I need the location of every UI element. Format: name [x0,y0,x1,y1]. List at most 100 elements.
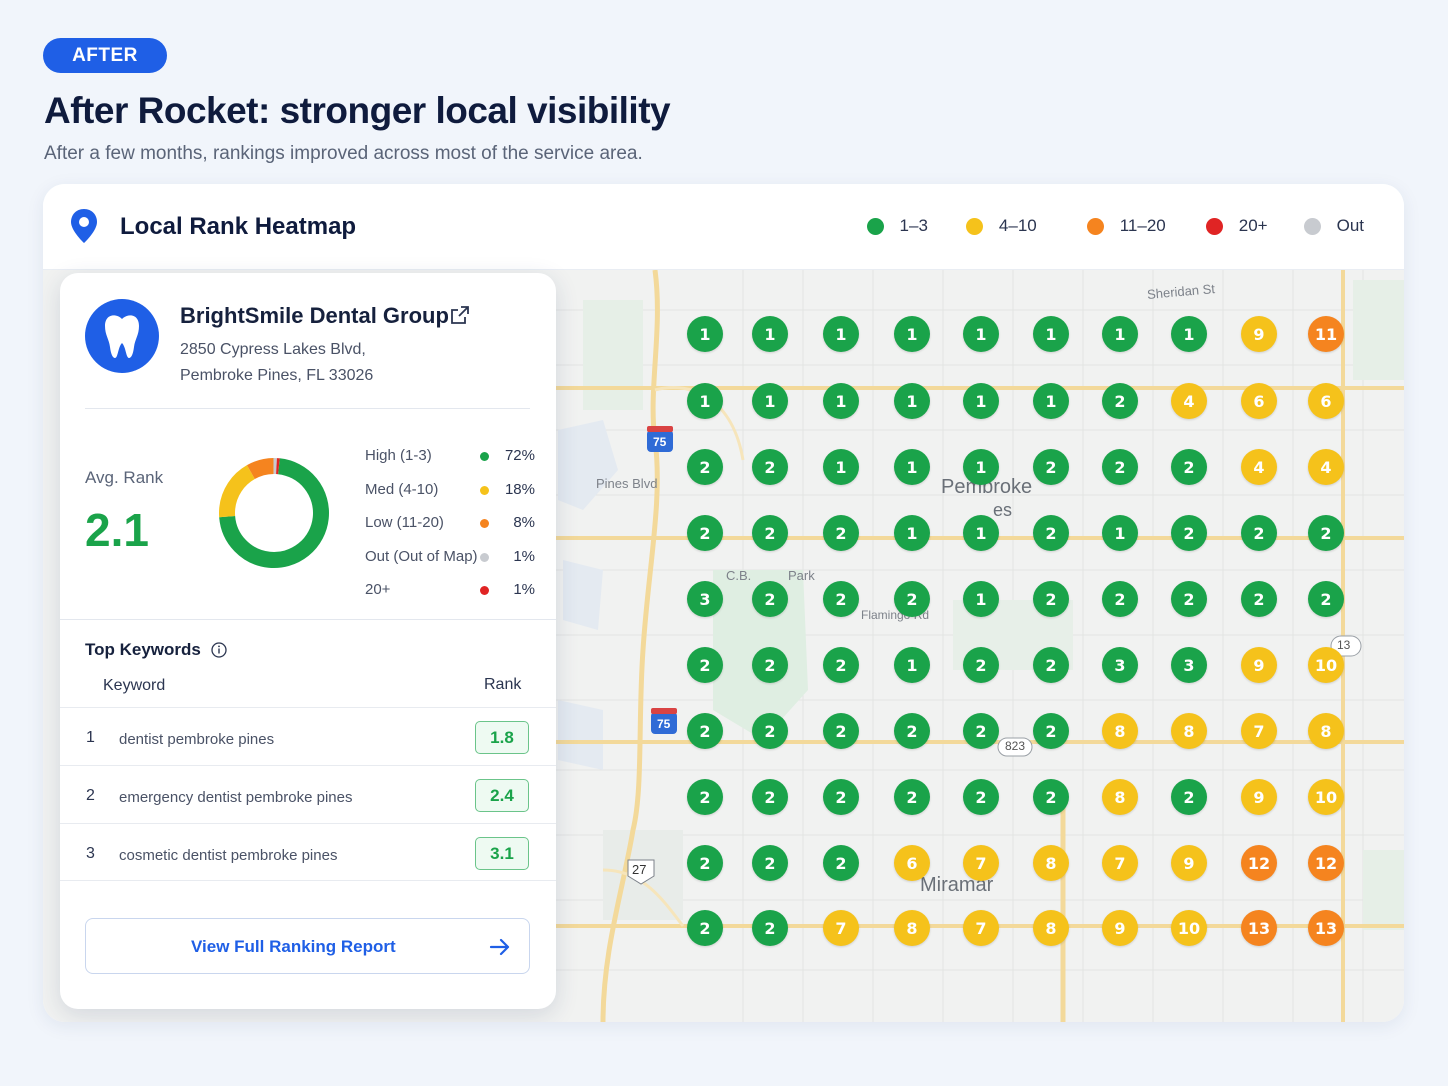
rank-marker[interactable]: 2 [687,515,723,551]
rank-marker[interactable]: 9 [1171,845,1207,881]
rank-marker[interactable]: 2 [894,779,930,815]
rank-marker[interactable]: 2 [752,581,788,617]
rank-marker[interactable]: 12 [1308,845,1344,881]
rank-marker[interactable]: 2 [687,449,723,485]
rank-marker[interactable]: 7 [963,845,999,881]
rank-marker[interactable]: 1 [963,316,999,352]
rank-marker[interactable]: 1 [894,647,930,683]
rank-marker[interactable]: 2 [963,647,999,683]
rank-marker[interactable]: 7 [1102,845,1138,881]
rank-marker[interactable]: 3 [687,581,723,617]
rank-marker[interactable]: 1 [1033,316,1069,352]
rank-marker[interactable]: 2 [1033,779,1069,815]
rank-marker[interactable]: 1 [1033,383,1069,419]
rank-marker[interactable]: 6 [894,845,930,881]
rank-marker[interactable]: 2 [687,713,723,749]
rank-marker[interactable]: 2 [1171,779,1207,815]
rank-marker[interactable]: 2 [1171,581,1207,617]
rank-marker[interactable]: 2 [1171,449,1207,485]
rank-marker[interactable]: 12 [1241,845,1277,881]
rank-marker[interactable]: 8 [1171,713,1207,749]
rank-marker[interactable]: 3 [1171,647,1207,683]
keyword-row[interactable]: 2 emergency dentist pembroke pines 2.4 [60,765,556,823]
rank-marker[interactable]: 4 [1171,383,1207,419]
rank-marker[interactable]: 2 [1102,581,1138,617]
view-full-report-button[interactable]: View Full Ranking Report [85,918,530,974]
rank-marker[interactable]: 8 [1308,713,1344,749]
rank-marker[interactable]: 7 [823,910,859,946]
rank-marker[interactable]: 4 [1241,449,1277,485]
rank-marker[interactable]: 9 [1241,647,1277,683]
rank-marker[interactable]: 2 [1308,515,1344,551]
rank-marker[interactable]: 8 [1102,779,1138,815]
rank-marker[interactable]: 2 [1102,383,1138,419]
rank-marker[interactable]: 2 [1171,515,1207,551]
rank-marker[interactable]: 9 [1102,910,1138,946]
keyword-row[interactable]: 3 cosmetic dentist pembroke pines 3.1 [60,823,556,881]
rank-marker[interactable]: 13 [1308,910,1344,946]
rank-marker[interactable]: 2 [823,515,859,551]
rank-marker[interactable]: 1 [823,383,859,419]
rank-marker[interactable]: 2 [823,845,859,881]
rank-marker[interactable]: 2 [1241,515,1277,551]
rank-marker[interactable]: 10 [1308,647,1344,683]
rank-marker[interactable]: 7 [1241,713,1277,749]
rank-marker[interactable]: 1 [1102,515,1138,551]
rank-marker[interactable]: 13 [1241,910,1277,946]
rank-marker[interactable]: 3 [1102,647,1138,683]
rank-marker[interactable]: 1 [687,316,723,352]
rank-marker[interactable]: 2 [894,581,930,617]
rank-marker[interactable]: 2 [752,515,788,551]
rank-marker[interactable]: 1 [1171,316,1207,352]
rank-marker[interactable]: 2 [687,910,723,946]
rank-marker[interactable]: 1 [894,383,930,419]
rank-marker[interactable]: 10 [1171,910,1207,946]
rank-marker[interactable]: 1 [963,581,999,617]
rank-marker[interactable]: 2 [823,779,859,815]
rank-marker[interactable]: 2 [687,779,723,815]
rank-marker[interactable]: 1 [687,383,723,419]
rank-marker[interactable]: 7 [963,910,999,946]
rank-marker[interactable]: 2 [752,449,788,485]
rank-marker[interactable]: 2 [1241,581,1277,617]
rank-marker[interactable]: 2 [752,779,788,815]
rank-marker[interactable]: 6 [1308,383,1344,419]
rank-marker[interactable]: 1 [963,383,999,419]
rank-marker[interactable]: 1 [823,316,859,352]
rank-marker[interactable]: 2 [823,713,859,749]
rank-marker[interactable]: 1 [894,316,930,352]
rank-marker[interactable]: 1 [963,515,999,551]
rank-marker[interactable]: 8 [1033,910,1069,946]
rank-marker[interactable]: 1 [823,449,859,485]
rank-marker[interactable]: 2 [1033,713,1069,749]
rank-marker[interactable]: 1 [752,383,788,419]
rank-marker[interactable]: 2 [1102,449,1138,485]
rank-marker[interactable]: 2 [752,910,788,946]
rank-marker[interactable]: 2 [823,581,859,617]
rank-marker[interactable]: 2 [823,647,859,683]
rank-marker[interactable]: 8 [894,910,930,946]
rank-marker[interactable]: 2 [1308,581,1344,617]
rank-marker[interactable]: 2 [752,713,788,749]
rank-marker[interactable]: 1 [963,449,999,485]
rank-marker[interactable]: 2 [1033,647,1069,683]
rank-marker[interactable]: 2 [963,779,999,815]
info-icon[interactable] [211,642,227,658]
rank-marker[interactable]: 6 [1241,383,1277,419]
rank-marker[interactable]: 2 [963,713,999,749]
rank-marker[interactable]: 1 [894,449,930,485]
rank-marker[interactable]: 9 [1241,316,1277,352]
rank-marker[interactable]: 2 [752,647,788,683]
rank-marker[interactable]: 1 [1102,316,1138,352]
rank-marker[interactable]: 11 [1308,316,1344,352]
rank-marker[interactable]: 8 [1102,713,1138,749]
external-link-icon[interactable] [450,305,470,325]
rank-marker[interactable]: 1 [894,515,930,551]
rank-marker[interactable]: 2 [894,713,930,749]
rank-marker[interactable]: 4 [1308,449,1344,485]
rank-marker[interactable]: 2 [1033,449,1069,485]
rank-marker[interactable]: 2 [1033,515,1069,551]
rank-marker[interactable]: 1 [752,316,788,352]
rank-marker[interactable]: 10 [1308,779,1344,815]
rank-marker[interactable]: 8 [1033,845,1069,881]
